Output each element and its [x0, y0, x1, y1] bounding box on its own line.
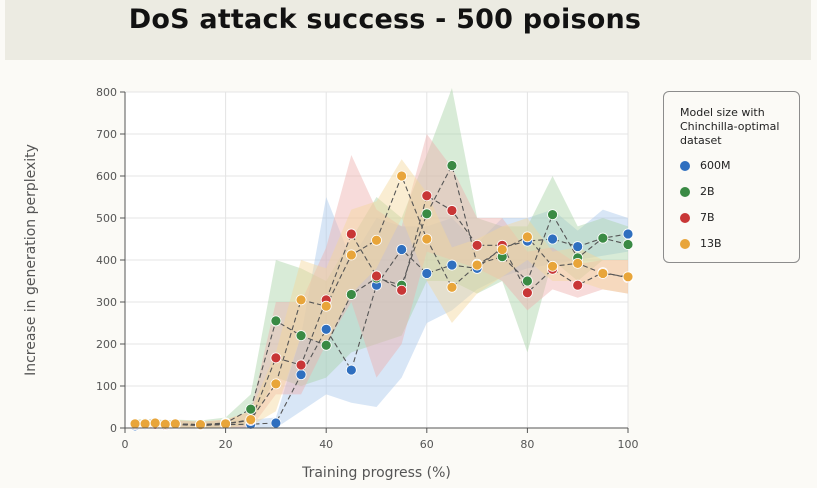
legend-marker — [680, 239, 690, 249]
data-point-13B — [471, 259, 483, 271]
x-tick-label: 40 — [319, 438, 333, 451]
data-point-13B — [245, 414, 257, 426]
data-point-7B — [396, 284, 408, 296]
data-point-7B — [345, 228, 357, 240]
legend-label: 600M — [700, 159, 731, 172]
data-point-13B — [195, 419, 206, 431]
data-point-7B — [295, 359, 307, 371]
data-point-13B — [169, 418, 181, 430]
data-point-600M — [295, 369, 307, 381]
x-axis-label: Training progress (%) — [301, 465, 451, 481]
legend-marker — [680, 161, 690, 171]
data-point-13B — [345, 249, 357, 261]
x-tick-label: 80 — [520, 438, 534, 451]
data-point-600M — [320, 323, 332, 335]
x-tick-label: 100 — [618, 438, 639, 451]
x-tick-label: 20 — [219, 438, 233, 451]
x-tick-label: 0 — [122, 438, 129, 451]
y-tick-label: 200 — [96, 338, 117, 351]
data-point-2B — [622, 239, 634, 250]
y-tick-label: 600 — [96, 170, 117, 183]
data-point-2B — [320, 339, 332, 351]
confidence-band-13B — [135, 159, 628, 428]
data-point-600M — [572, 241, 584, 252]
data-point-13B — [496, 244, 508, 255]
legend-item-2B: 2B — [680, 185, 790, 199]
y-tick-label: 500 — [96, 212, 117, 225]
data-point-600M — [345, 364, 357, 376]
legend-item-600M: 600M — [680, 159, 790, 173]
data-point-13B — [270, 378, 282, 390]
data-point-2B — [295, 330, 307, 342]
data-point-13B — [597, 268, 609, 279]
data-point-600M — [446, 259, 458, 271]
data-point-2B — [547, 209, 558, 221]
legend-marker — [680, 213, 690, 223]
data-point-600M — [270, 417, 282, 429]
legend-label: 7B — [700, 211, 715, 224]
data-point-2B — [345, 289, 357, 300]
legend-marker — [680, 187, 690, 197]
data-point-600M — [622, 228, 634, 240]
y-axis-label: Increase in generation perplexity — [23, 144, 39, 376]
data-point-7B — [446, 205, 458, 216]
confidence-band-2B — [135, 88, 628, 428]
data-point-13B — [396, 170, 408, 182]
data-point-13B — [622, 271, 634, 283]
data-point-2B — [597, 232, 609, 244]
data-point-13B — [220, 418, 232, 430]
data-point-2B — [421, 208, 433, 220]
data-point-7B — [270, 352, 282, 364]
data-point-13B — [572, 257, 584, 269]
legend-item-13B: 13B — [680, 237, 790, 251]
legend-title: Model size with Chinchilla-optimal datas… — [680, 106, 780, 147]
data-point-13B — [446, 281, 458, 293]
data-point-13B — [320, 300, 332, 312]
legend-label: 2B — [700, 185, 715, 198]
legend: Model size with Chinchilla-optimal datas… — [663, 91, 800, 263]
data-point-600M — [421, 268, 433, 279]
data-point-13B — [371, 234, 382, 246]
plot-series-group — [129, 88, 634, 432]
y-tick-label: 700 — [96, 128, 117, 141]
data-point-13B — [139, 418, 151, 430]
data-point-2B — [245, 403, 257, 415]
legend-label: 13B — [700, 237, 722, 250]
data-point-13B — [421, 233, 433, 245]
data-point-13B — [129, 418, 141, 430]
y-tick-label: 400 — [96, 254, 117, 267]
y-tick-label: 100 — [96, 380, 117, 393]
y-tick-label: 800 — [96, 86, 117, 99]
chart-title: DoS attack success - 500 poisons — [128, 4, 642, 35]
data-point-7B — [471, 239, 483, 251]
data-point-2B — [270, 315, 282, 327]
data-point-13B — [149, 417, 161, 429]
data-point-13B — [295, 294, 307, 306]
data-point-600M — [396, 244, 408, 255]
data-point-7B — [572, 279, 584, 291]
data-point-7B — [421, 190, 433, 202]
y-tick-label: 0 — [110, 422, 117, 435]
legend-item-7B: 7B — [680, 211, 790, 225]
data-point-2B — [446, 160, 458, 171]
confidence-band-7B — [135, 134, 628, 428]
data-point-2B — [522, 275, 533, 287]
data-point-600M — [547, 233, 558, 245]
data-point-7B — [522, 287, 533, 299]
y-tick-label: 300 — [96, 296, 117, 309]
data-point-13B — [547, 260, 558, 272]
data-point-7B — [371, 270, 382, 282]
x-tick-label: 60 — [420, 438, 434, 451]
data-point-13B — [522, 231, 533, 243]
title-bar: DoS attack success - 500 poisons — [5, 0, 811, 60]
